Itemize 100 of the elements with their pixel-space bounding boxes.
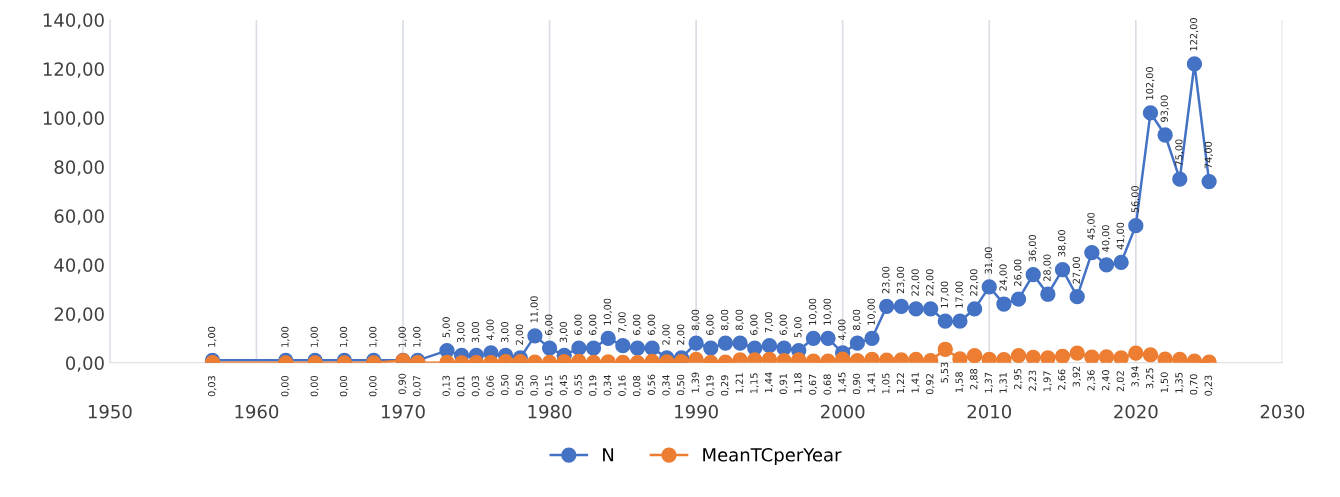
- y-tick-label: 100,00: [43, 111, 104, 127]
- data-label: 4,00: [838, 319, 847, 341]
- x-tick-label: 2020: [1114, 404, 1158, 419]
- data-label: 0,45: [559, 375, 569, 396]
- data-label: 1,35: [1175, 372, 1184, 393]
- data-label: 10,00: [808, 298, 818, 325]
- data-label: 1,18: [794, 373, 803, 393]
- x-tick-label: 1990: [675, 404, 718, 419]
- data-label: 0,01: [457, 376, 466, 397]
- data-label: 0,03: [207, 376, 217, 397]
- data-label: 0,23: [1204, 375, 1213, 396]
- data-label: 1,15: [750, 373, 759, 394]
- data-label: 0,00: [339, 375, 349, 397]
- data-label: 0,50: [501, 374, 510, 396]
- data-label: 0,15: [545, 375, 554, 396]
- data-label: 0,00: [281, 375, 290, 397]
- data-label: 0,50: [676, 374, 686, 396]
- y-tick-label: 0,00: [66, 356, 104, 372]
- data-label: 7,00: [618, 312, 627, 333]
- data-label: 1,21: [735, 373, 744, 393]
- y-tick-label: 40,00: [54, 258, 104, 274]
- data-label: 0,34: [603, 375, 613, 396]
- data-label: 2,02: [1116, 371, 1125, 392]
- data-label: 0,50: [515, 374, 525, 396]
- data-label: 41,00: [1116, 222, 1125, 250]
- data-label: 102,00: [1145, 67, 1155, 100]
- data-label: 22,00: [926, 269, 935, 296]
- data-label: 1,41: [867, 372, 876, 393]
- data-label: 0,06: [486, 375, 495, 397]
- data-label: 2,40: [1101, 370, 1111, 391]
- data-label: 5,00: [794, 317, 803, 338]
- data-label: 56,00: [1131, 185, 1140, 213]
- data-label: 17,00: [955, 281, 964, 308]
- data-label: 74,00: [1204, 141, 1213, 169]
- data-label: 1,45: [838, 372, 847, 393]
- data-label: 0,30: [530, 375, 539, 396]
- data-label: 0,16: [618, 375, 627, 396]
- data-label: 4,00: [486, 319, 495, 341]
- data-label: 45,00: [1087, 212, 1096, 240]
- data-label: 31,00: [984, 247, 994, 274]
- data-label: 0,91: [779, 373, 788, 395]
- data-label: 7,00: [764, 312, 774, 333]
- data-label: 8,00: [691, 309, 700, 331]
- data-label: 11,00: [530, 296, 539, 323]
- data-label: 2,00: [662, 324, 671, 345]
- data-label: 8,00: [852, 309, 862, 331]
- data-label: 22,00: [911, 269, 920, 296]
- x-tick-label: 2010: [967, 404, 1012, 419]
- x-tick-label: 1960: [235, 404, 279, 419]
- data-label: 5,00: [442, 317, 451, 338]
- data-label: 6,00: [647, 314, 656, 335]
- data-label: 38,00: [1058, 230, 1067, 257]
- data-label: 1,00: [398, 326, 407, 347]
- data-label: 0,13: [442, 375, 451, 396]
- data-label: 6,00: [545, 314, 554, 335]
- data-label: 6,00: [706, 314, 715, 335]
- data-label: 0,90: [852, 373, 862, 395]
- data-label: 1,97: [1043, 371, 1052, 392]
- data-label: 1,00: [281, 326, 290, 347]
- data-label: 1,50: [1160, 372, 1169, 393]
- data-label: 10,00: [823, 298, 832, 325]
- data-label: 0,90: [398, 373, 407, 395]
- data-label: 2,00: [676, 324, 686, 345]
- data-label: 1,00: [207, 326, 217, 347]
- y-tick-label: 20,00: [54, 307, 104, 323]
- data-label: 0,70: [1189, 374, 1199, 395]
- data-label: 3,92: [1072, 366, 1082, 387]
- data-label: 3,00: [471, 321, 481, 343]
- data-label: 2,00: [515, 324, 525, 345]
- data-label: 10,00: [867, 298, 876, 325]
- data-label: 3,00: [559, 321, 569, 343]
- x-tick-label: 1980: [528, 404, 572, 419]
- data-label: 0,08: [632, 375, 642, 397]
- data-label: 2,36: [1087, 370, 1096, 391]
- data-label: 1,05: [882, 373, 891, 394]
- y-tick-label: 120,00: [43, 62, 104, 78]
- data-label: 2,88: [970, 368, 979, 390]
- legend-label: N: [603, 448, 614, 462]
- data-label: 8,00: [735, 309, 744, 331]
- data-label: 27,00: [1072, 256, 1082, 284]
- data-label: 0,00: [369, 375, 378, 397]
- data-label: 1,31: [999, 373, 1008, 393]
- data-label: 3,94: [1131, 366, 1140, 387]
- x-tick-label: 1950: [88, 404, 132, 419]
- data-label: 1,58: [955, 372, 964, 393]
- data-label: 1,37: [984, 372, 994, 393]
- data-label: 122,00: [1189, 18, 1199, 51]
- legend-label: MeanTCperYear: [703, 447, 842, 466]
- y-tick-label: 80,00: [54, 160, 104, 176]
- data-label: 0,03: [471, 376, 481, 397]
- data-label: 5,53: [940, 362, 950, 383]
- data-label: 1,00: [310, 326, 319, 347]
- data-label: 1,39: [691, 372, 700, 393]
- data-label: 0,92: [926, 374, 935, 395]
- data-label: 23,00: [882, 266, 891, 294]
- data-label: 8,00: [720, 309, 730, 331]
- data-label: 75,00: [1175, 139, 1184, 166]
- data-label: 93,00: [1160, 95, 1169, 122]
- data-label: 1,00: [339, 326, 349, 347]
- data-label: 3,00: [457, 321, 466, 343]
